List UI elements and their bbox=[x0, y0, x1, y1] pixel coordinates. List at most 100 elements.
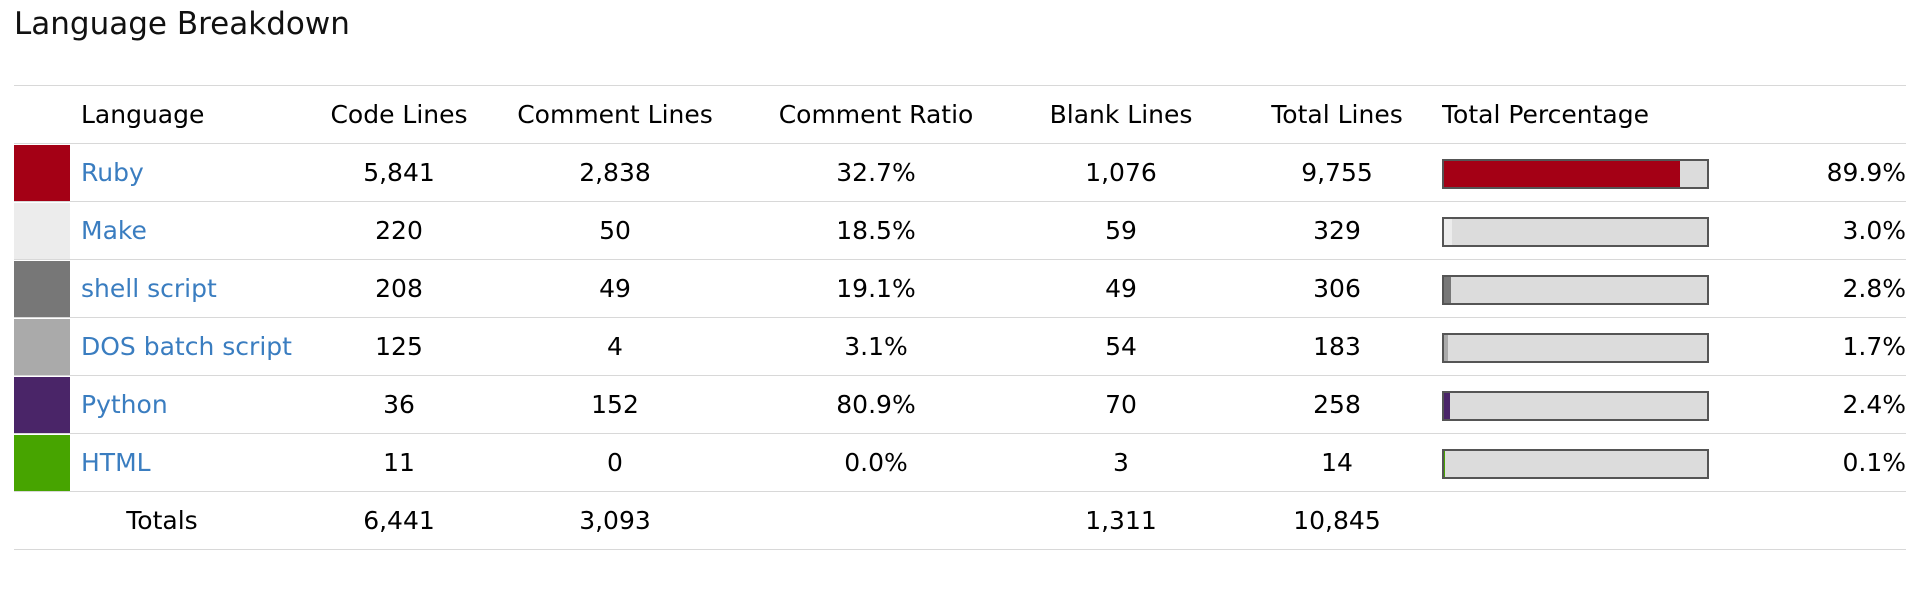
header-code-lines: Code Lines bbox=[310, 85, 488, 144]
language-color-swatch bbox=[14, 144, 70, 201]
totals-total-lines: 10,845 bbox=[1232, 491, 1442, 550]
comment-lines-cell: 152 bbox=[488, 375, 742, 434]
header-language: Language bbox=[70, 85, 310, 144]
comment-ratio-cell: 3.1% bbox=[742, 317, 1010, 376]
totals-percentage-placeholder bbox=[1732, 491, 1906, 550]
language-breakdown-table: Language Code Lines Comment Lines Commen… bbox=[14, 85, 1906, 550]
language-cell: Make bbox=[70, 201, 310, 260]
code-lines-cell: 36 bbox=[310, 375, 488, 434]
table-body: Ruby 5,841 2,838 32.7% 1,076 9,755 89.9%… bbox=[14, 143, 1906, 550]
total-percentage-cell: 3.0% bbox=[1732, 201, 1906, 260]
header-comment-ratio: Comment Ratio bbox=[742, 85, 1010, 144]
totals-bar-placeholder bbox=[1442, 491, 1732, 550]
percentage-bar-cell bbox=[1442, 143, 1732, 202]
code-lines-cell: 11 bbox=[310, 433, 488, 492]
total-percentage-cell: 89.9% bbox=[1732, 143, 1906, 202]
language-color-cell bbox=[14, 259, 70, 318]
total-percentage-cell: 2.4% bbox=[1732, 375, 1906, 434]
header-blank-lines: Blank Lines bbox=[1010, 85, 1232, 144]
language-cell: shell script bbox=[70, 259, 310, 318]
table-row-make: Make 220 50 18.5% 59 329 3.0% bbox=[14, 201, 1906, 260]
totals-code-lines: 6,441 bbox=[310, 491, 488, 550]
percentage-bar bbox=[1442, 390, 1709, 421]
language-cell: HTML bbox=[70, 433, 310, 492]
comment-ratio-cell: 32.7% bbox=[742, 143, 1010, 202]
total-lines-cell: 9,755 bbox=[1232, 143, 1442, 202]
comment-lines-cell: 0 bbox=[488, 433, 742, 492]
percentage-bar-cell bbox=[1442, 201, 1732, 260]
table-header-row: Language Code Lines Comment Lines Commen… bbox=[14, 85, 1906, 144]
percentage-bar-fill bbox=[1444, 392, 1451, 419]
percentage-bar-cell bbox=[1442, 259, 1732, 318]
percentage-bar-cell bbox=[1442, 433, 1732, 492]
language-color-swatch bbox=[14, 434, 70, 491]
language-cell: Ruby bbox=[70, 143, 310, 202]
comment-lines-cell: 49 bbox=[488, 259, 742, 318]
comment-lines-cell: 4 bbox=[488, 317, 742, 376]
blank-lines-cell: 59 bbox=[1010, 201, 1232, 260]
percentage-bar-fill bbox=[1444, 160, 1681, 187]
language-link[interactable]: Make bbox=[81, 216, 147, 245]
blank-lines-cell: 3 bbox=[1010, 433, 1232, 492]
percentage-bar bbox=[1442, 274, 1709, 305]
comment-ratio-cell: 18.5% bbox=[742, 201, 1010, 260]
language-color-cell bbox=[14, 201, 70, 260]
language-link[interactable]: HTML bbox=[81, 448, 151, 477]
table-row-dos-batch-script: DOS batch script 125 4 3.1% 54 183 1.7% bbox=[14, 317, 1906, 376]
header-total-lines: Total Lines bbox=[1232, 85, 1442, 144]
language-breakdown-table-container: Language Code Lines Comment Lines Commen… bbox=[14, 85, 1906, 550]
header-swatch bbox=[14, 85, 70, 144]
language-color-swatch bbox=[14, 202, 70, 259]
totals-row: Totals 6,441 3,093 1,311 10,845 bbox=[14, 491, 1906, 550]
blank-lines-cell: 49 bbox=[1010, 259, 1232, 318]
totals-comment-ratio bbox=[742, 491, 1010, 550]
percentage-bar-cell bbox=[1442, 317, 1732, 376]
total-lines-cell: 183 bbox=[1232, 317, 1442, 376]
language-color-cell bbox=[14, 317, 70, 376]
comment-lines-cell: 50 bbox=[488, 201, 742, 260]
percentage-bar bbox=[1442, 448, 1709, 479]
blank-lines-cell: 70 bbox=[1010, 375, 1232, 434]
language-link[interactable]: DOS batch script bbox=[81, 332, 292, 361]
comment-ratio-cell: 19.1% bbox=[742, 259, 1010, 318]
blank-lines-cell: 1,076 bbox=[1010, 143, 1232, 202]
language-link[interactable]: Python bbox=[81, 390, 168, 419]
language-color-swatch bbox=[14, 318, 70, 375]
percentage-bar bbox=[1442, 158, 1709, 189]
total-lines-cell: 329 bbox=[1232, 201, 1442, 260]
percentage-bar bbox=[1442, 216, 1709, 247]
code-lines-cell: 208 bbox=[310, 259, 488, 318]
table-row-html: HTML 11 0 0.0% 3 14 0.1% bbox=[14, 433, 1906, 492]
comment-ratio-cell: 80.9% bbox=[742, 375, 1010, 434]
header-comment-lines: Comment Lines bbox=[488, 85, 742, 144]
total-lines-cell: 258 bbox=[1232, 375, 1442, 434]
blank-lines-cell: 54 bbox=[1010, 317, 1232, 376]
header-percentage-value bbox=[1732, 85, 1906, 144]
total-percentage-cell: 1.7% bbox=[1732, 317, 1906, 376]
percentage-bar-cell bbox=[1442, 375, 1732, 434]
language-color-cell bbox=[14, 433, 70, 492]
language-link[interactable]: Ruby bbox=[81, 158, 144, 187]
total-percentage-cell: 0.1% bbox=[1732, 433, 1906, 492]
comment-ratio-cell: 0.0% bbox=[742, 433, 1010, 492]
total-lines-cell: 14 bbox=[1232, 433, 1442, 492]
language-link[interactable]: shell script bbox=[81, 274, 217, 303]
language-cell: Python bbox=[70, 375, 310, 434]
language-color-swatch bbox=[14, 376, 70, 433]
language-color-cell bbox=[14, 375, 70, 434]
totals-comment-lines: 3,093 bbox=[488, 491, 742, 550]
language-color-cell bbox=[14, 143, 70, 202]
totals-blank-lines: 1,311 bbox=[1010, 491, 1232, 550]
total-percentage-cell: 2.8% bbox=[1732, 259, 1906, 318]
table-row-ruby: Ruby 5,841 2,838 32.7% 1,076 9,755 89.9% bbox=[14, 143, 1906, 202]
code-lines-cell: 5,841 bbox=[310, 143, 488, 202]
total-lines-cell: 306 bbox=[1232, 259, 1442, 318]
language-cell: DOS batch script bbox=[70, 317, 310, 376]
table-row-shell-script: shell script 208 49 19.1% 49 306 2.8% bbox=[14, 259, 1906, 318]
code-lines-cell: 220 bbox=[310, 201, 488, 260]
percentage-bar-fill bbox=[1444, 276, 1452, 303]
header-total-percentage: Total Percentage bbox=[1442, 85, 1732, 144]
percentage-bar-fill bbox=[1444, 334, 1449, 361]
percentage-bar bbox=[1442, 332, 1709, 363]
comment-lines-cell: 2,838 bbox=[488, 143, 742, 202]
